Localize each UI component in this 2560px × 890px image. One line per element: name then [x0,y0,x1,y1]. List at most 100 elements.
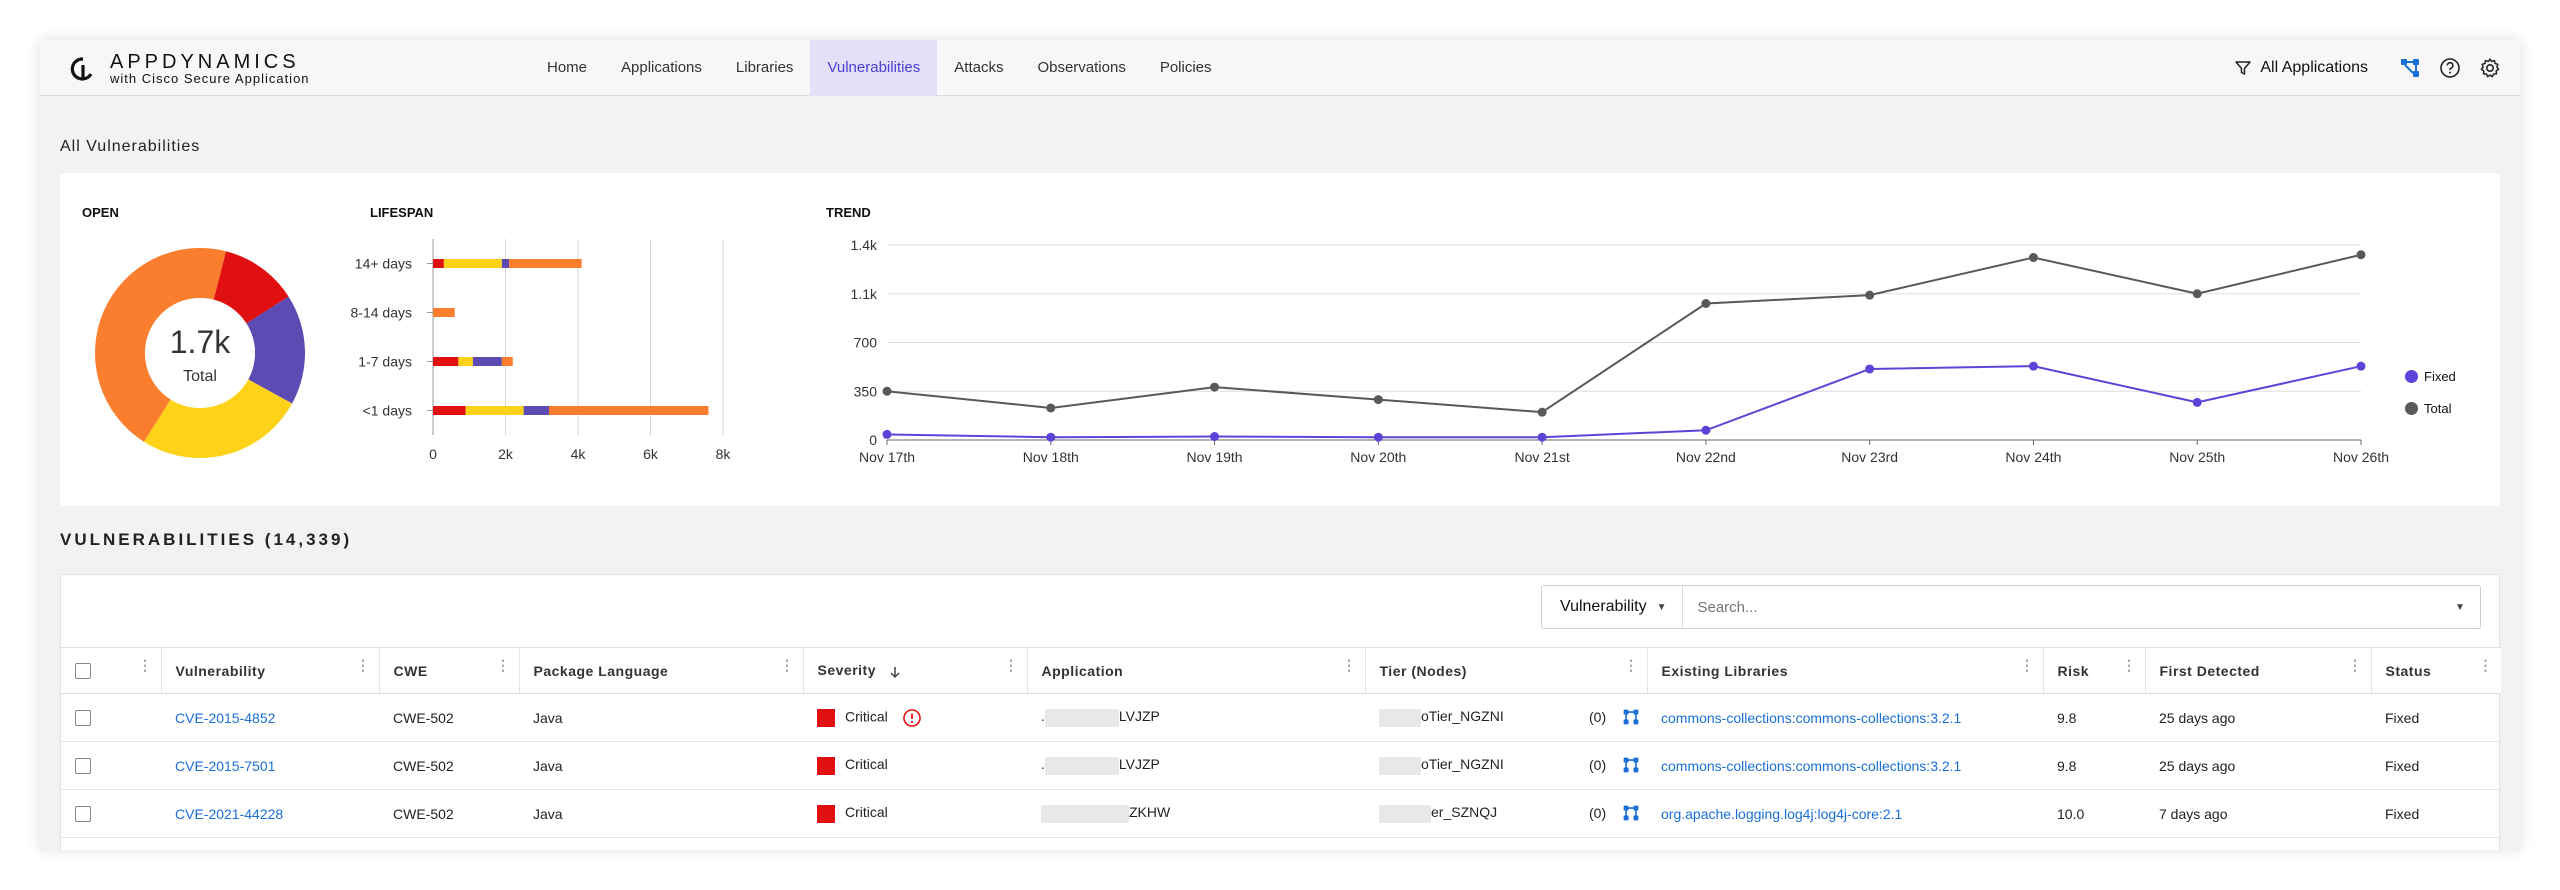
trend-legend: Fixed Total [2405,368,2456,432]
column-menu-icon[interactable]: ⋮ [356,657,371,673]
column-menu-icon[interactable]: ⋮ [138,657,153,673]
row-checkbox[interactable] [75,806,91,823]
application-suffix: LVJZP [1118,756,1160,773]
sort-arrow-down-icon[interactable] [888,665,902,679]
header-status[interactable]: Status ⋮ [2370,647,2501,694]
vulnerability-link[interactable]: CVE-2015-4852 [175,709,276,726]
header-vulnerability[interactable]: Vulnerability ⋮ [160,647,379,694]
tab-home[interactable]: Home [547,59,588,76]
trend-label: TREND [826,205,871,220]
tab-vulnerabilities[interactable]: Vulnerabilities [810,40,938,96]
topology-icon[interactable] [2398,56,2422,80]
column-menu-icon[interactable]: ⋮ [1624,657,1639,673]
vulnerability-cell: CVE-2015-7501 [161,741,379,790]
donut-hole [145,298,255,408]
lifespan-category-label: 8-14 days [351,305,412,321]
column-menu-icon[interactable]: ⋮ [2122,657,2137,673]
trend-point-fixed [882,429,892,439]
library-cell: commons-collections:commons-collections:… [1647,693,2043,742]
trend-x-tick: Nov 21st [1514,449,1569,465]
tab-observations[interactable]: Observations [1037,59,1126,76]
trend-y-tick: 0 [869,432,877,448]
column-menu-icon[interactable]: ⋮ [2020,657,2035,673]
lifespan-category-label: 14+ days [355,256,412,272]
application-filter[interactable]: All Applications [2234,59,2368,77]
column-menu-icon[interactable]: ⋮ [780,657,795,673]
lifespan-x-tick: 0 [429,446,437,462]
tab-attacks[interactable]: Attacks [954,59,1004,76]
trend-y-tick: 700 [854,335,878,351]
library-link[interactable]: commons-collections:commons-collections:… [1661,709,1962,726]
trend-x-tick: Nov 25th [2169,449,2225,465]
row-checkbox[interactable] [75,758,91,775]
column-menu-icon[interactable]: ⋮ [496,657,511,673]
nav-actions: All Applications [2234,40,2502,96]
lifespan-bar-segment [433,308,455,317]
filter-type-dropdown[interactable]: Vulnerability ▼ [1542,586,1684,628]
library-cell: org.apache.logging.log4j:log4j-core:2.1 [1647,789,2043,838]
vulnerabilities-table: ⋮ Vulnerability ⋮ CWE ⋮ Package Language ⋮ … [61,647,2501,838]
topology-icon[interactable] [1622,804,1640,822]
application-cell: ZKHW [1027,789,1365,838]
header-cwe[interactable]: CWE ⋮ [378,647,519,694]
application-cell: . LVJZP [1027,741,1365,790]
header-label: CWE [393,662,428,679]
header-severity[interactable]: Severity ⋮ [802,647,1027,694]
legend-item-fixed: Fixed [2405,368,2456,384]
header-label: Severity [817,662,876,679]
all-vulnerabilities-title: All Vulnerabilities [60,138,201,155]
table-row[interactable]: CVE-2015-7501 CWE-502 Java Critical . LVJ… [61,741,2501,790]
vulnerability-cell: CVE-2015-4852 [161,693,379,742]
header-risk[interactable]: Risk ⋮ [2042,647,2145,694]
exploit-alert-icon[interactable] [902,708,922,728]
select-all-checkbox[interactable] [75,663,91,680]
trend-x-tick: Nov 23rd [1841,449,1898,465]
header-tier-nodes[interactable]: Tier (Nodes) ⋮ [1364,647,1647,694]
severity-cell: Critical [803,789,1027,838]
vulnerability-link[interactable]: CVE-2015-7501 [175,757,276,774]
column-menu-icon[interactable]: ⋮ [2348,657,2363,673]
header-existing-libraries[interactable]: Existing Libraries ⋮ [1646,647,2043,694]
header-label: Vulnerability [175,662,266,679]
row-checkbox[interactable] [75,710,91,727]
table-row[interactable]: CVE-2021-44228 CWE-502 Java Critical ZKH… [61,789,2501,838]
tab-applications[interactable]: Applications [621,59,702,76]
trend-point-fixed [1537,432,1547,442]
search-input[interactable] [1683,586,2440,628]
topology-icon[interactable] [1622,756,1640,774]
table-header-row: ⋮ Vulnerability ⋮ CWE ⋮ Package Language ⋮ … [61,647,2501,694]
header-first-detected[interactable]: First Detected ⋮ [2144,647,2371,694]
vulnerability-link[interactable]: CVE-2021-44228 [175,805,284,822]
donut-slice-critical [213,251,289,324]
trend-point-total [882,386,892,396]
settings-icon[interactable] [2478,56,2502,80]
brand-title: APPDYNAMICS [110,51,300,73]
help-icon[interactable] [2438,56,2462,80]
trend-point-fixed [1865,364,1875,374]
tier-cell: er_SZNQJ (0) [1365,789,1647,838]
column-menu-icon[interactable]: ⋮ [1004,657,1019,673]
trend-line-chart: 0 350 700 1.1k 1.4k Nov 17th Nov 18th Nov 19th N… [851,237,2389,465]
tab-libraries[interactable]: Libraries [735,59,794,76]
header-package-language[interactable]: Package Language ⋮ [518,647,803,694]
table-row[interactable]: CVE-2015-4852 CWE-502 Java Critical . LVJ… [61,693,2501,742]
lifespan-x-tick: 6k [643,446,659,462]
trend-x-tick: Nov 17th [859,449,915,465]
trend-point-fixed [1046,432,1056,442]
topology-icon[interactable] [1622,708,1640,726]
tab-policies[interactable]: Policies [1159,59,1212,76]
trend-point-fixed [1701,425,1711,435]
cwe-cell: CWE-502 [379,789,519,838]
risk-cell: 9.8 [2043,693,2145,742]
header-label: First Detected [2159,662,2260,679]
critical-severity-icon [817,804,835,823]
library-link[interactable]: commons-collections:commons-collections:… [1661,757,1962,774]
column-menu-icon[interactable]: ⋮ [2478,657,2493,673]
header-application[interactable]: Application ⋮ [1026,647,1365,694]
library-link[interactable]: org.apache.logging.log4j:log4j-core:2.1 [1661,805,1903,822]
search-dropdown-icon[interactable]: ▼ [2455,601,2465,613]
application-suffix: ZKHW [1129,804,1171,821]
lifespan-bar-segment [549,406,709,415]
column-menu-icon[interactable]: ⋮ [1342,657,1357,673]
appdynamics-logo[interactable]: APPDYNAMICS with Cisco Secure Applicatio… [70,52,310,86]
